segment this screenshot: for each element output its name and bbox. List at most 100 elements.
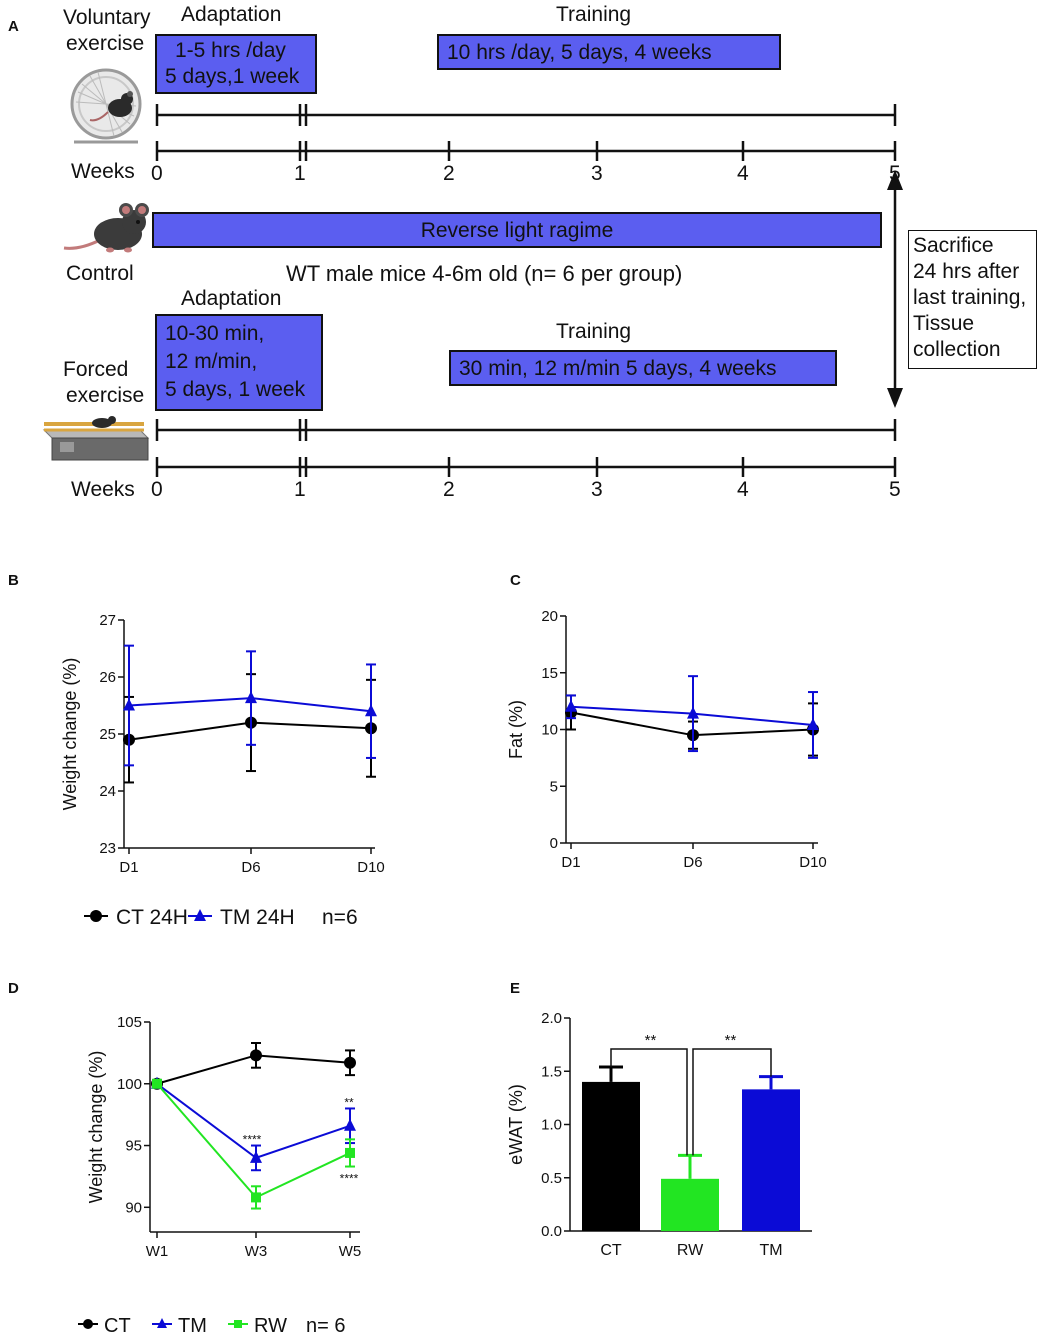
week-tick-bottom-1: 1 (294, 478, 306, 501)
legend-tm24-label: TM 24H (220, 906, 295, 929)
voluntary-label-line1: Voluntary (63, 6, 151, 29)
panel-letter-a: A (8, 18, 19, 35)
reverse-light-bar: Reverse light ragime (152, 212, 882, 248)
chart-E-ylabel: eWAT (%) (506, 1084, 526, 1165)
legend-n-note: n=6 (322, 906, 358, 929)
chart-E-ytick-label: 0.0 (541, 1223, 562, 1240)
chart-B-ytick-label: 27 (99, 612, 116, 629)
chart-D-point (344, 1056, 356, 1069)
mice-info-text: WT male mice 4-6m old (n= 6 per group) (286, 261, 683, 286)
week-tick-top-1: 1 (294, 162, 306, 185)
forced-training-text: 30 min, 12 m/min 5 days, 4 weeks (459, 357, 777, 380)
chart-E-ytick-label: 2.0 (541, 1010, 562, 1027)
panel-letter-d: D (8, 980, 19, 997)
legend-ct-label: CT (104, 1315, 131, 1337)
reverse-light-text: Reverse light ragime (420, 219, 614, 242)
chart-D-point (250, 1150, 262, 1163)
timeline-graphics (155, 104, 903, 477)
forced-training-box: 30 min, 12 m/min 5 days, 4 weeks (449, 350, 837, 386)
chart-B-xtick-label: D1 (119, 859, 138, 876)
chart-D-point (152, 1078, 162, 1089)
chart-C-xtick-label: D1 (561, 854, 580, 871)
legend-n6-note: n= 6 (306, 1315, 345, 1337)
chart-E-ytick-label: 1.0 (541, 1117, 562, 1134)
chart-E-sig-label-rw-tm: ** (725, 1032, 737, 1049)
week-tick-top-3: 3 (591, 162, 603, 185)
panel-letter-c: C (510, 572, 521, 589)
chart-C-ytick-label: 5 (550, 778, 558, 795)
voluntary-adaptation-title: Adaptation (181, 3, 282, 26)
legend-ct-marker (83, 1319, 93, 1329)
chart-B-point (365, 704, 377, 717)
weeks-label-top: Weeks (71, 160, 135, 183)
sacrifice-line5: collection (913, 338, 1001, 361)
chart-D-ylabel: Weight change (%) (86, 1051, 106, 1204)
chart-B-ytick-label: 25 (99, 726, 116, 743)
voluntary-adaptation-line2: 5 days,1 week (165, 65, 300, 88)
chart-B-ytick-label: 23 (99, 840, 116, 857)
forced-adaptation-box: 10-30 min, 12 m/min, 5 days, 1 week (155, 314, 323, 411)
week-tick-bottom-5: 5 (889, 478, 901, 501)
chart-D-ytick-label: 105 (117, 1014, 142, 1031)
chart-B-point (123, 698, 135, 711)
voluntary-training-title: Training (556, 3, 632, 26)
chart-D-point (251, 1192, 261, 1203)
chart-E-xtick-label-tm: TM (759, 1242, 782, 1259)
week-tick-top-0: 0 (151, 162, 163, 185)
chart-D-point (345, 1147, 355, 1158)
chart-C-xtick-label: D6 (683, 854, 702, 871)
chart-E-bar-tm (742, 1089, 800, 1231)
chart-C-point (565, 699, 577, 712)
forced-adaptation-line2: 12 m/min, (165, 350, 258, 373)
legend-rw-marker (234, 1320, 242, 1328)
legend-tm-marker (157, 1318, 167, 1328)
sacrifice-info-box: Sacrifice 24 hrs after last training, Ti… (908, 230, 1037, 369)
running-wheel-icon (70, 68, 142, 144)
chart-B-xtick-label: D10 (357, 859, 385, 876)
voluntary-training-text: 10 hrs /day, 5 days, 4 weeks (447, 41, 712, 64)
chart-E-ytick-label: 1.5 (541, 1063, 562, 1080)
voluntary-training-box: 10 hrs /day, 5 days, 4 weeks (437, 34, 781, 70)
chart-D-ytick-label: 95 (125, 1138, 142, 1155)
legend-tm-label: TM (178, 1315, 207, 1337)
chart-E-xtick-label-rw: RW (677, 1242, 704, 1259)
chart-D-ytick-label: 90 (125, 1199, 142, 1216)
chart-D-xtick-label: W3 (245, 1243, 268, 1260)
forced-label-line2: exercise (66, 384, 145, 407)
chart-C-ytick-label: 10 (541, 722, 558, 739)
forced-training-title: Training (556, 320, 632, 343)
chart-D-annotation: ** (344, 1096, 354, 1110)
chart-C-ytick-label: 15 (541, 665, 558, 682)
voluntary-adaptation-line1: 1-5 hrs /day (175, 39, 286, 62)
chart-B-ytick-label: 24 (99, 783, 116, 800)
forced-adaptation-line1: 10-30 min, (165, 322, 265, 345)
week-tick-bottom-3: 3 (591, 478, 603, 501)
forced-label-line1: Forced (63, 358, 129, 381)
week-tick-top-5: 5 (889, 162, 901, 185)
chart-D-annotation: **** (243, 1133, 262, 1147)
chart-C-point (687, 706, 699, 719)
chart-D-xtick-label: W5 (339, 1243, 362, 1260)
chart-C-xtick-label: D10 (799, 854, 827, 871)
mouse-icon (63, 203, 149, 253)
chart-E-ytick-label: 0.5 (541, 1170, 562, 1187)
week-tick-bottom-0: 0 (151, 478, 163, 501)
chart-D-point (250, 1049, 262, 1062)
forced-adaptation-title: Adaptation (181, 287, 282, 310)
chart-D-annotation: **** (340, 1171, 359, 1185)
legend-ct24-marker (90, 910, 102, 922)
week-tick-top-4: 4 (737, 162, 749, 185)
chart-E-bar-ct (582, 1081, 640, 1231)
treadmill-icon (42, 416, 150, 461)
chart-E-sig-bracket-ct-rw (610, 1048, 688, 1156)
chart-B-ylabel: Weight change (%) (60, 658, 80, 811)
chart-B-xtick-label: D6 (241, 859, 260, 876)
chart-D-xtick-label: W1 (146, 1243, 169, 1260)
chart-C-ylabel: Fat (%) (506, 700, 526, 759)
chart-C-point (807, 717, 819, 730)
chart-D-point (344, 1118, 356, 1131)
chart-E-sig-label-ct-rw: ** (645, 1032, 657, 1049)
forced-adaptation-line3: 5 days, 1 week (165, 378, 306, 401)
chart-E-bar-rw (661, 1178, 719, 1231)
